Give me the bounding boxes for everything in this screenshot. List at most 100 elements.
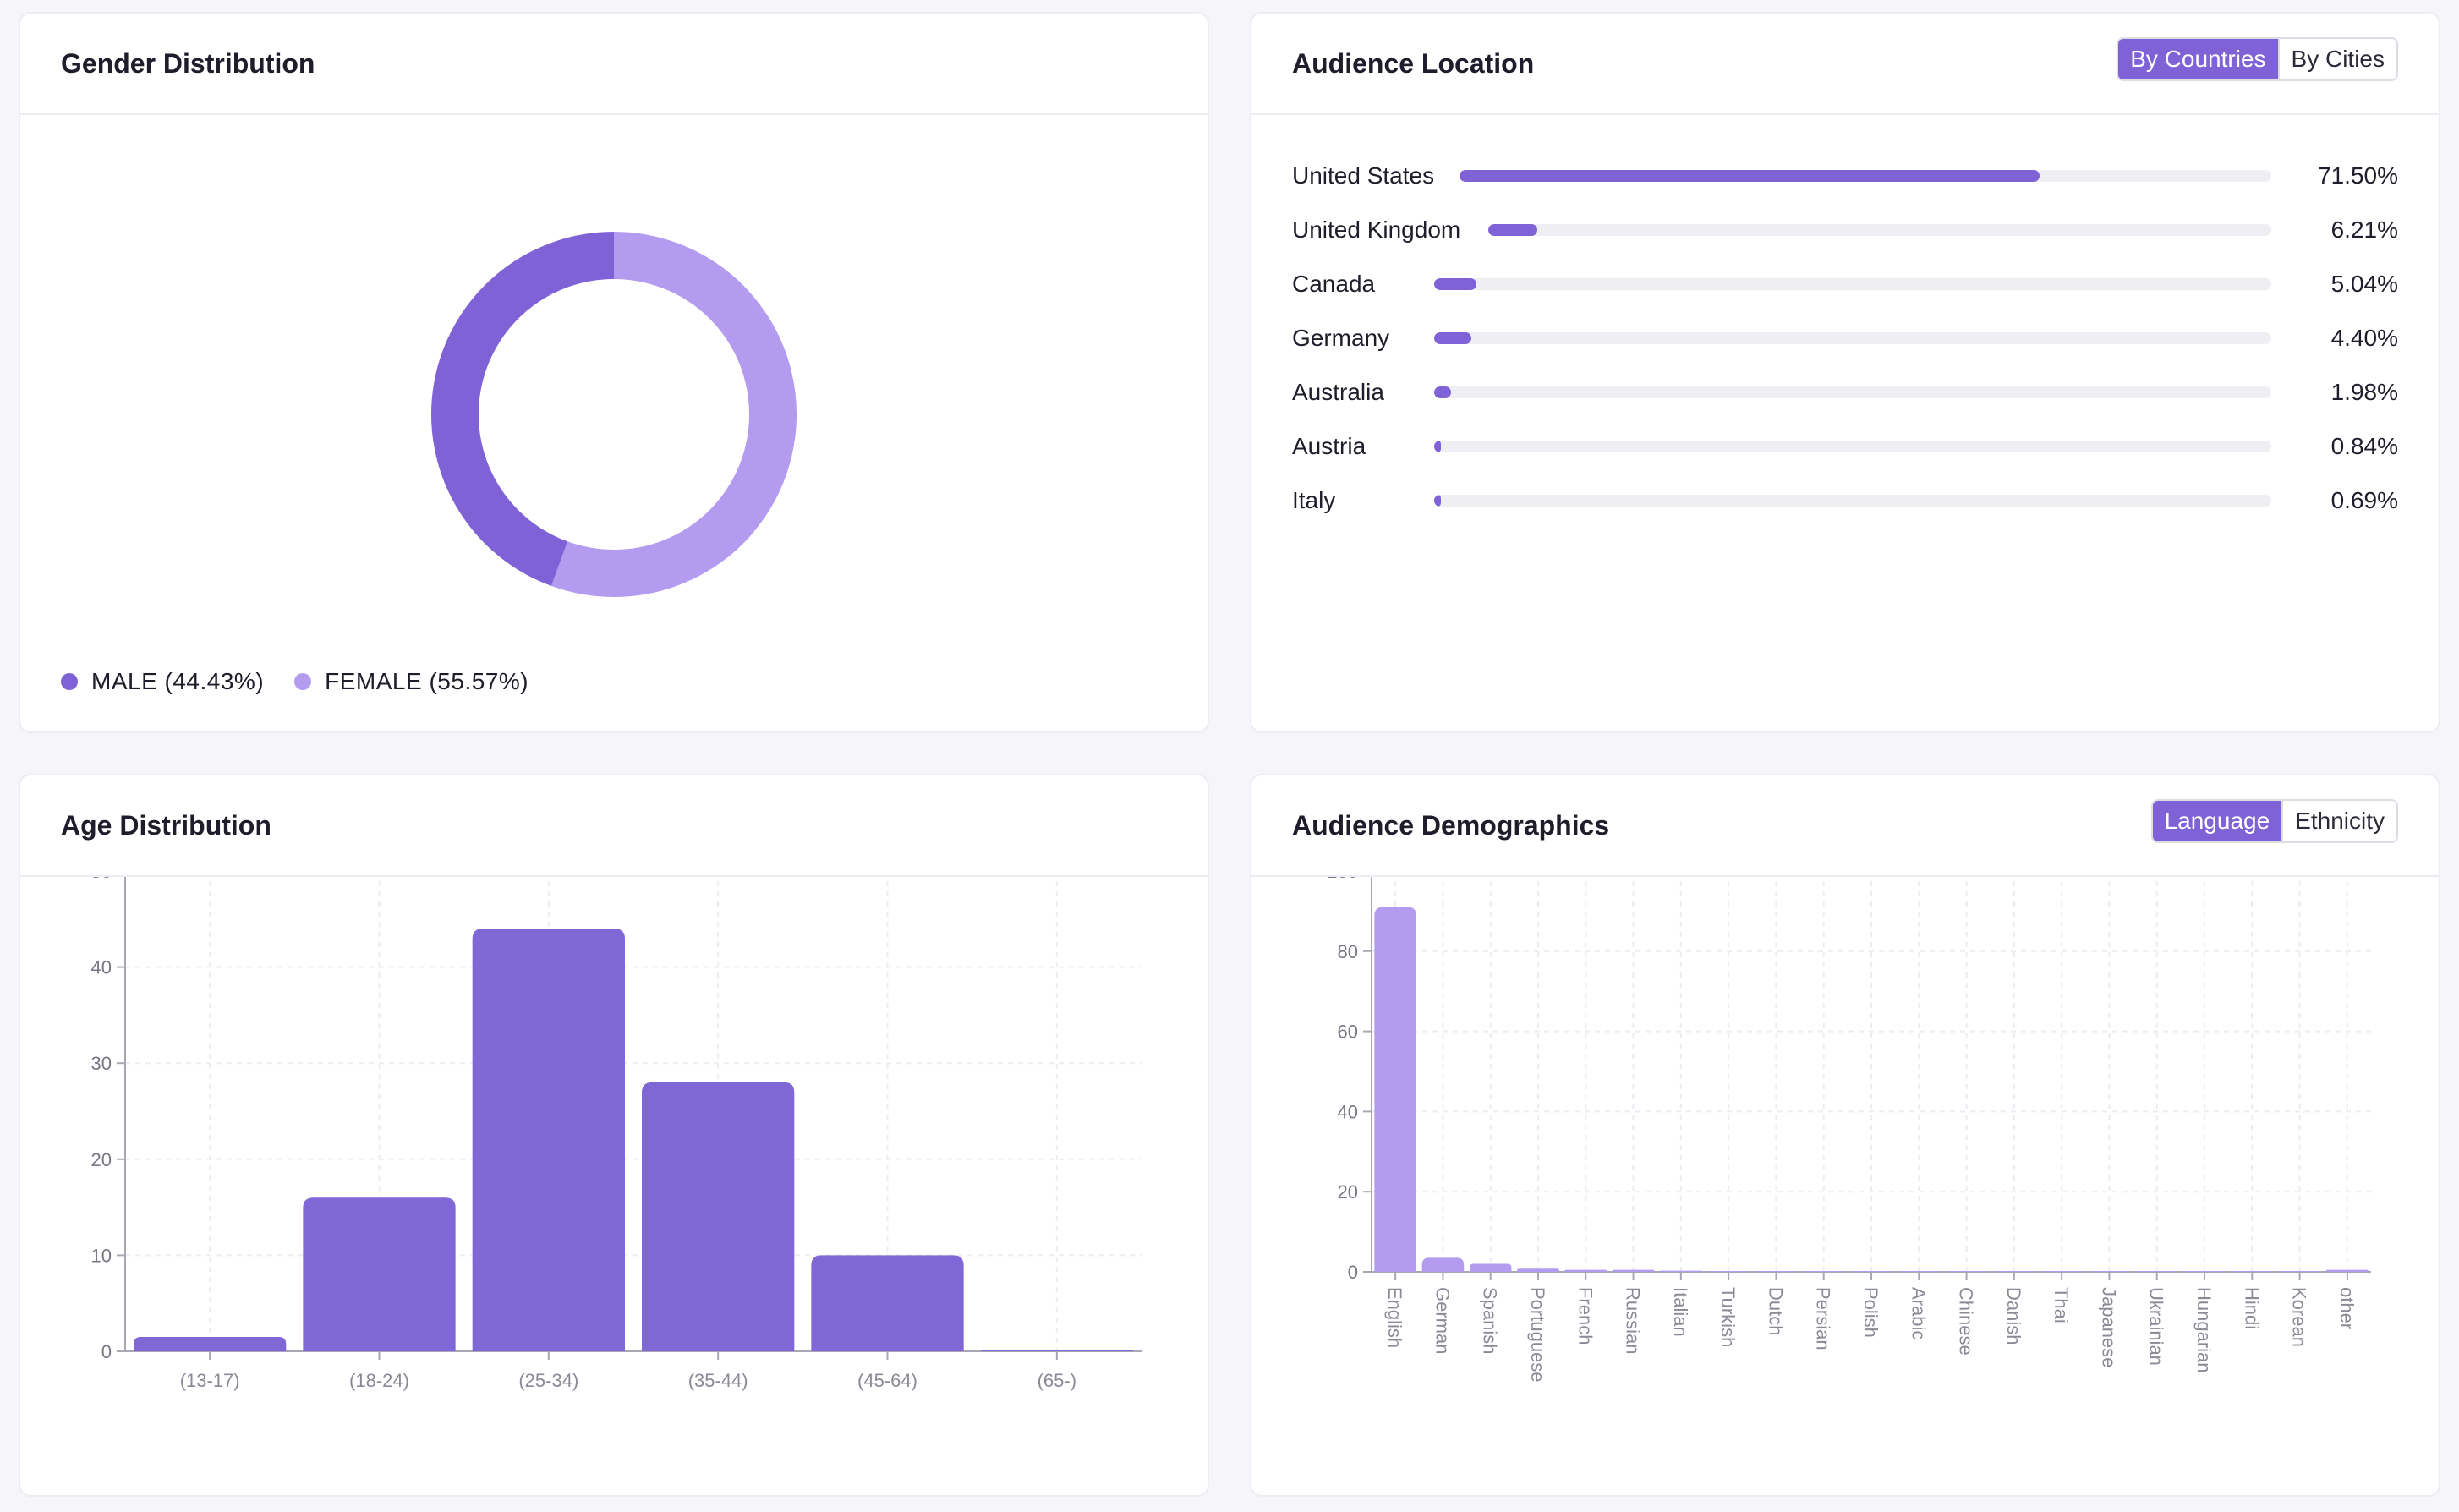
y-tick-label: 100 — [1327, 877, 1358, 882]
gender-legend: MALE (44.43%) FEMALE (55.57%) — [61, 668, 559, 695]
bar-danish[interactable] — [1993, 1271, 2035, 1272]
legend-label-male: MALE (44.43%) — [91, 668, 265, 694]
bar-italian[interactable] — [1660, 1270, 1702, 1272]
location-bar-track — [1434, 386, 2271, 398]
location-bar-fill — [1460, 170, 2040, 182]
bar-persian[interactable] — [1802, 1271, 1845, 1272]
demographics-card-title: Audience Demographics — [1292, 810, 1610, 841]
legend-item-female[interactable]: FEMALE (55.57%) — [294, 668, 528, 695]
bar-18-24[interactable] — [303, 1197, 456, 1351]
location-percent: 6.21% — [2330, 216, 2398, 243]
x-tick-label: Hindi — [2241, 1287, 2262, 1329]
x-tick-label: Thai — [2051, 1287, 2072, 1323]
y-tick-label: 40 — [91, 957, 112, 978]
x-tick-label: Turkish — [1717, 1287, 1739, 1347]
gender-donut-chart — [431, 232, 797, 597]
female-legend-dot — [294, 673, 312, 690]
x-tick-label: (35-44) — [688, 1370, 748, 1391]
demographics-card-header: Audience Demographics Language Ethnicity — [1251, 775, 2439, 877]
location-percent: 0.69% — [2330, 487, 2398, 513]
location-bar-track — [1460, 170, 2271, 182]
donut-slice-male[interactable] — [431, 232, 615, 586]
bar-portuguese[interactable] — [1517, 1268, 1559, 1272]
bar-35-44[interactable] — [642, 1082, 795, 1351]
location-row-germany: Germany 4.40% — [1292, 321, 2398, 355]
x-tick-label: French — [1575, 1287, 1596, 1345]
bar-thai[interactable] — [2040, 1271, 2083, 1272]
location-bar-fill — [1434, 278, 1476, 290]
location-bar-track — [1434, 278, 2271, 290]
bar-dutch[interactable] — [1755, 1271, 1798, 1272]
y-tick-label: 30 — [91, 1053, 112, 1074]
x-tick-label: (13-17) — [180, 1370, 240, 1391]
location-card-header: Audience Location By Countries By Cities — [1251, 14, 2439, 115]
location-name: Germany — [1292, 325, 1390, 351]
x-tick-label: Danish — [2003, 1287, 2024, 1345]
location-row-italy: Italy 0.69% — [1292, 484, 2398, 518]
x-tick-label: Spanish — [1480, 1287, 1501, 1355]
location-row-united-states: United States 71.50% — [1292, 159, 2398, 193]
ethnicity-button[interactable]: Ethnicity — [2281, 801, 2396, 841]
x-tick-label: Russian — [1623, 1287, 1644, 1354]
bar-45-64[interactable] — [811, 1255, 964, 1351]
location-bar-fill — [1434, 386, 1451, 398]
bar-korean[interactable] — [2278, 1271, 2321, 1272]
bar-65[interactable] — [980, 1350, 1133, 1351]
y-tick-label: 50 — [91, 877, 112, 882]
location-percent: 1.98% — [2330, 379, 2398, 405]
x-tick-label: German — [1432, 1287, 1453, 1354]
bar-25-34[interactable] — [472, 929, 625, 1351]
bar-hungarian[interactable] — [2183, 1271, 2226, 1272]
bar-polish[interactable] — [1850, 1271, 1892, 1272]
y-tick-label: 10 — [91, 1245, 112, 1266]
bar-chinese[interactable] — [1945, 1271, 1988, 1272]
x-tick-label: Portuguese — [1527, 1287, 1548, 1383]
age-distribution-card: Age Distribution 0 10 20 30 40 50 (13-17) (18-2… — [19, 774, 1209, 1497]
location-row-australia: Australia 1.98% — [1292, 375, 2398, 409]
bar-other[interactable] — [2326, 1269, 2369, 1272]
location-percent: 71.50% — [2318, 162, 2398, 189]
by-countries-button[interactable]: By Countries — [2118, 39, 2278, 79]
location-name: Australia — [1292, 379, 1384, 405]
y-tick-label: 20 — [91, 1149, 112, 1170]
x-tick-label: Chinese — [1956, 1287, 1977, 1356]
age-card-title: Age Distribution — [61, 810, 271, 841]
location-bar-fill — [1434, 332, 1471, 344]
legend-label-female: FEMALE (55.57%) — [325, 668, 529, 694]
bar-spanish[interactable] — [1469, 1263, 1512, 1272]
location-card-title: Audience Location — [1292, 48, 1535, 79]
location-row-united-kingdom: United Kingdom 6.21% — [1292, 213, 2398, 247]
gender-distribution-card: Gender Distribution MALE (44.43%) FEMALE… — [19, 12, 1209, 733]
language-button[interactable]: Language — [2152, 801, 2282, 841]
bar-russian[interactable] — [1612, 1269, 1655, 1272]
age-bar-chart: 0 10 20 30 40 50 (13-17) (18-24) (25-34) (35-44) (… — [91, 877, 1142, 1391]
demographics-toggle: Language Ethnicity — [2150, 799, 2398, 843]
location-percent: 0.84% — [2330, 433, 2398, 459]
x-tick-label: (25-34) — [518, 1370, 578, 1391]
bar-german[interactable] — [1421, 1257, 1465, 1272]
x-tick-label: Persian — [1813, 1287, 1834, 1350]
location-bar-track — [1434, 441, 2271, 452]
location-name: United States — [1292, 162, 1435, 189]
bar-turkish[interactable] — [1707, 1271, 1750, 1272]
x-tick-label: Japanese — [2098, 1287, 2119, 1367]
x-tick-label: Polish — [1860, 1287, 1881, 1338]
by-cities-button[interactable]: By Cities — [2277, 39, 2396, 79]
location-name: Austria — [1292, 433, 1366, 459]
x-tick-label: English — [1384, 1287, 1405, 1348]
x-tick-label: Korean — [2289, 1287, 2310, 1347]
bar-13-17[interactable] — [134, 1336, 287, 1351]
x-tick-label: (45-64) — [857, 1370, 917, 1391]
y-tick-label: 40 — [1338, 1101, 1358, 1122]
x-tick-label: Hungarian — [2193, 1287, 2215, 1373]
bar-ukrainian[interactable] — [2135, 1271, 2178, 1272]
bar-arabic[interactable] — [1898, 1271, 1941, 1272]
donut-slice-female[interactable] — [550, 232, 797, 597]
bar-japanese[interactable] — [2088, 1271, 2131, 1272]
x-tick-label: Dutch — [1765, 1287, 1786, 1335]
bar-french[interactable] — [1564, 1269, 1607, 1272]
y-tick-label: 0 — [101, 1341, 112, 1362]
legend-item-male[interactable]: MALE (44.43%) — [61, 668, 264, 695]
bar-english[interactable] — [1374, 907, 1416, 1272]
bar-hindi[interactable] — [2231, 1271, 2274, 1272]
